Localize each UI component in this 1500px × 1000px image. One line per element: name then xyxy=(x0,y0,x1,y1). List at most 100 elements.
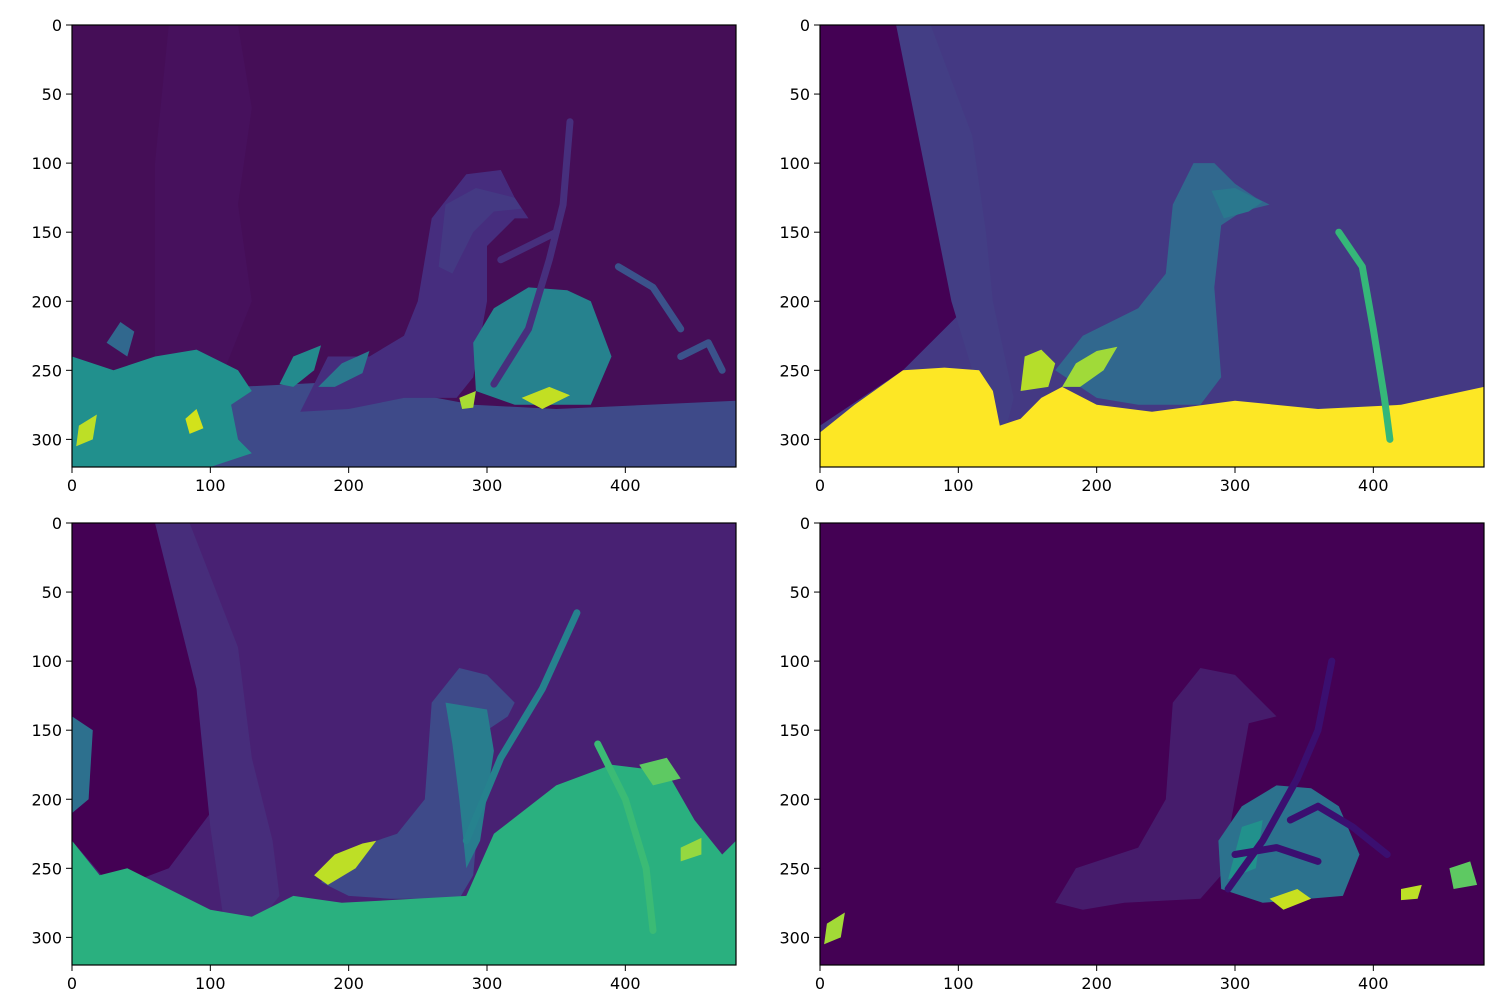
region-bush xyxy=(1218,785,1360,903)
region-leaf-a xyxy=(1020,349,1056,391)
region-bird-head xyxy=(438,188,522,274)
x-tick-label: 0 xyxy=(67,974,77,993)
x-tick-label: 400 xyxy=(1358,476,1389,495)
x-tick-label: 400 xyxy=(610,974,641,993)
y-tick-label: 100 xyxy=(779,652,810,671)
image-area xyxy=(72,523,736,965)
region-trunk xyxy=(896,25,1014,426)
region-stem xyxy=(1335,228,1394,443)
y-tick-label: 0 xyxy=(800,514,810,533)
y-tick-label: 300 xyxy=(31,430,62,449)
y-tick-label: 100 xyxy=(31,652,62,671)
region-spot-a xyxy=(76,414,97,447)
y-tick-label: 0 xyxy=(52,514,62,533)
y-tick-label: 250 xyxy=(779,361,810,380)
x-tick-label: 100 xyxy=(943,476,974,495)
axes-frame xyxy=(819,522,1485,966)
region-branch-b xyxy=(1286,802,1391,858)
y-tick-label: 150 xyxy=(779,721,810,740)
axes-frame xyxy=(71,522,737,966)
region-spot-b xyxy=(185,409,204,434)
x-tick-label: 300 xyxy=(1220,476,1251,495)
region-leaf-c xyxy=(680,837,702,862)
image-area xyxy=(820,25,1484,467)
panel-top-right: 0 100 200 300 400 0 50 100 150 200 250 300 xyxy=(779,16,1485,495)
x-tick-label: 100 xyxy=(195,974,226,993)
region-stem-b xyxy=(497,228,560,264)
region-spot-d xyxy=(1401,884,1422,901)
y-tick-label: 0 xyxy=(800,16,810,35)
region-bush-left xyxy=(72,349,252,467)
x-tick-label: 200 xyxy=(1081,476,1112,495)
y-tick-label: 300 xyxy=(779,928,810,947)
y-tick-label: 200 xyxy=(31,292,62,311)
y-tick-label: 50 xyxy=(42,85,62,104)
region-stem-b xyxy=(594,740,657,934)
region-ground xyxy=(72,764,736,965)
region-leaf-b xyxy=(1062,346,1118,387)
region-left-band xyxy=(155,25,252,385)
x-tick-label: 200 xyxy=(333,476,364,495)
panel-bottom-right: 0 100 200 300 400 0 50 100 150 200 250 300 xyxy=(779,514,1485,993)
region-branch-a xyxy=(1224,657,1336,893)
y-tick-label: 150 xyxy=(31,223,62,242)
x-tick-label: 300 xyxy=(1220,974,1251,993)
region-bush-right xyxy=(473,287,612,405)
x-tick-label: 0 xyxy=(815,974,825,993)
region-stem-a xyxy=(462,609,581,845)
region-spot-d xyxy=(459,391,476,409)
region-leaf-b xyxy=(639,757,681,786)
region-branch-c xyxy=(1231,844,1322,865)
region-bush-edge xyxy=(106,322,135,357)
panel-top-left: 0 100 200 300 400 0 50 100 150 200 250 300 xyxy=(31,16,737,495)
x-tick-label: 200 xyxy=(333,974,364,993)
y-tick-label: 100 xyxy=(779,154,810,173)
region-stem-a xyxy=(490,118,574,388)
y-tick-label: 100 xyxy=(31,154,62,173)
panel-bottom-left: 0 100 200 300 400 0 50 100 150 200 250 300 xyxy=(31,514,737,993)
y-tick-label: 250 xyxy=(31,859,62,878)
region-branch-a xyxy=(614,263,685,333)
region-branch-b xyxy=(677,339,726,374)
y-tick-label: 300 xyxy=(779,430,810,449)
y-tick-label: 50 xyxy=(790,85,810,104)
region-left-edge xyxy=(72,716,93,814)
y-tick-label: 0 xyxy=(52,16,62,35)
region-spot-c xyxy=(1449,861,1478,889)
x-tick-label: 100 xyxy=(195,476,226,495)
axes-frame xyxy=(71,24,737,468)
x-tick-label: 400 xyxy=(1358,974,1389,993)
y-tick-label: 250 xyxy=(31,361,62,380)
y-tick-label: 200 xyxy=(779,292,810,311)
region-spot-c xyxy=(521,386,570,409)
y-tick-label: 250 xyxy=(779,859,810,878)
x-tick-label: 200 xyxy=(1081,974,1112,993)
region-bird xyxy=(1055,163,1270,405)
y-tick-label: 50 xyxy=(790,583,810,602)
y-tick-label: 300 xyxy=(31,928,62,947)
region-spot-a xyxy=(1269,889,1312,910)
y-tick-label: 50 xyxy=(42,583,62,602)
region-beak xyxy=(1211,188,1263,219)
region-spot-b xyxy=(824,912,845,945)
y-tick-label: 150 xyxy=(779,223,810,242)
x-tick-label: 100 xyxy=(943,974,974,993)
image-area xyxy=(72,25,736,467)
x-tick-label: 400 xyxy=(610,476,641,495)
y-tick-label: 150 xyxy=(31,721,62,740)
x-tick-label: 0 xyxy=(815,476,825,495)
region-leaf-b xyxy=(318,351,370,387)
x-tick-label: 300 xyxy=(472,974,503,993)
region-leaf-a xyxy=(279,345,321,387)
region-ground xyxy=(820,367,1484,467)
y-tick-label: 200 xyxy=(31,790,62,809)
region-leaf-a xyxy=(314,840,377,885)
region-neck xyxy=(445,702,494,869)
y-tick-label: 200 xyxy=(779,790,810,809)
x-tick-label: 300 xyxy=(472,476,503,495)
image-area xyxy=(820,523,1484,965)
axes-frame xyxy=(819,24,1485,468)
region-trunk xyxy=(155,523,280,931)
x-tick-label: 0 xyxy=(67,476,77,495)
